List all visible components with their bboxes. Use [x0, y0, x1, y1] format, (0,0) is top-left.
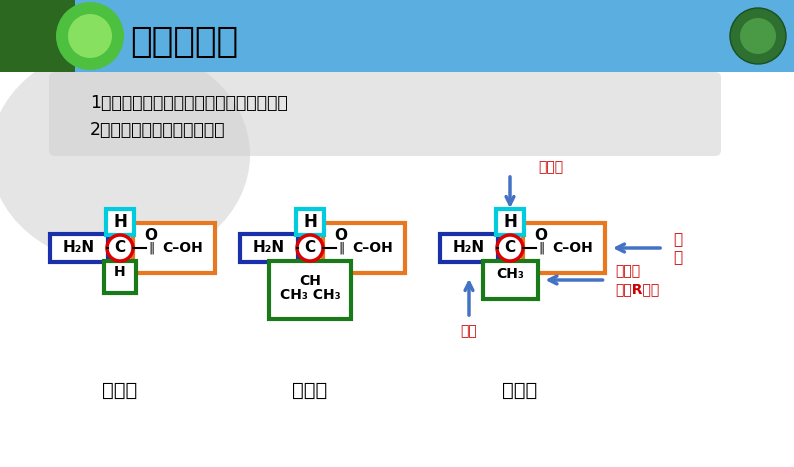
- Circle shape: [297, 235, 323, 261]
- Bar: [133, 223, 215, 273]
- Text: ‖: ‖: [148, 241, 154, 255]
- Text: 缬氨酸: 缬氨酸: [292, 381, 328, 399]
- Text: C–OH: C–OH: [553, 241, 593, 255]
- Circle shape: [107, 235, 133, 261]
- Text: C: C: [504, 241, 515, 255]
- Bar: [483, 261, 538, 299]
- Text: H: H: [113, 213, 127, 231]
- Text: 丙氨酸: 丙氨酸: [503, 381, 538, 399]
- FancyBboxPatch shape: [49, 72, 721, 156]
- Text: C: C: [114, 241, 125, 255]
- Text: 氨基: 氨基: [461, 324, 477, 338]
- Text: 侧链基: 侧链基: [615, 264, 641, 278]
- Text: H: H: [114, 265, 125, 279]
- Text: C–OH: C–OH: [353, 241, 393, 255]
- Text: 氢原子: 氢原子: [538, 160, 563, 174]
- Text: C: C: [304, 241, 315, 255]
- Text: H₂N: H₂N: [63, 241, 95, 255]
- Bar: [440, 234, 498, 262]
- Ellipse shape: [0, 45, 250, 265]
- Bar: [523, 223, 605, 273]
- Text: 2、能否写出氨基酸的通式？: 2、能否写出氨基酸的通式？: [90, 121, 225, 139]
- Text: 团（R基）: 团（R基）: [615, 282, 660, 296]
- Bar: [104, 261, 136, 293]
- Text: H₂N: H₂N: [453, 241, 485, 255]
- Circle shape: [68, 14, 112, 58]
- Bar: [240, 234, 298, 262]
- Text: 甘氨酸: 甘氨酸: [102, 381, 137, 399]
- Circle shape: [740, 18, 776, 54]
- Text: H₂N: H₂N: [253, 241, 285, 255]
- Text: CH₃: CH₃: [496, 267, 524, 281]
- Circle shape: [497, 235, 523, 261]
- Bar: [0, 0, 794, 72]
- Bar: [496, 209, 524, 235]
- Text: CH: CH: [299, 274, 321, 288]
- Circle shape: [56, 2, 124, 70]
- Bar: [106, 209, 134, 235]
- Circle shape: [730, 8, 786, 64]
- Text: O: O: [534, 228, 548, 243]
- Bar: [0, 0, 75, 72]
- Bar: [269, 261, 351, 319]
- Text: 思考讨论：: 思考讨论：: [130, 25, 238, 59]
- Text: 1、这些氨基酸的结构具有什么共同特点？: 1、这些氨基酸的结构具有什么共同特点？: [90, 94, 287, 112]
- Text: ‖: ‖: [338, 241, 344, 255]
- Text: C–OH: C–OH: [163, 241, 203, 255]
- Text: ‖: ‖: [538, 241, 544, 255]
- Text: O: O: [145, 228, 157, 243]
- Text: O: O: [334, 228, 348, 243]
- Text: CH₃ CH₃: CH₃ CH₃: [279, 288, 341, 302]
- Bar: [296, 209, 324, 235]
- Text: 羧: 羧: [673, 233, 682, 248]
- Bar: [323, 223, 405, 273]
- Text: H: H: [503, 213, 517, 231]
- Text: 基: 基: [673, 250, 682, 266]
- Bar: [50, 234, 108, 262]
- Text: H: H: [303, 213, 317, 231]
